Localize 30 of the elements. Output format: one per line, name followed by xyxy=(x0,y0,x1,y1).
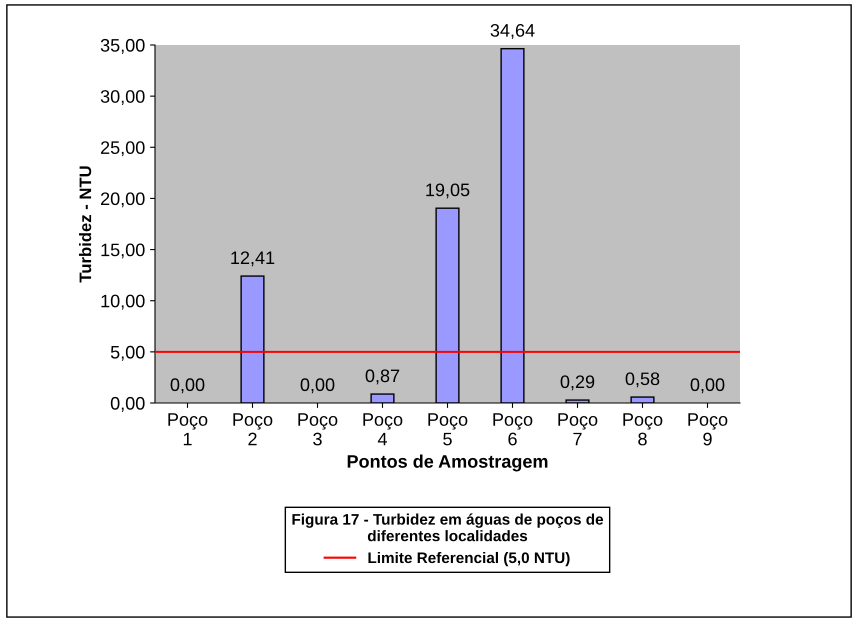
legend-label: Limite Referencial (5,0 NTU) xyxy=(368,552,570,566)
y-tick-label: 0,00 xyxy=(110,396,145,412)
y-tick-label: 15,00 xyxy=(101,244,145,258)
y-axis-title: Turbidez - NTU xyxy=(79,166,92,282)
x-tick-label: Poço 7 xyxy=(558,413,598,446)
data-label: 12,41 xyxy=(231,251,274,266)
x-tick-label: Poço 4 xyxy=(363,413,402,446)
data-label: 0,00 xyxy=(300,378,334,394)
data-label: 34,64 xyxy=(490,24,535,39)
x-tick-label: Poço 1 xyxy=(168,413,208,446)
data-label: 0,87 xyxy=(366,369,400,384)
y-tick-label: 10,00 xyxy=(101,294,145,310)
legend-title: Figura 17 - Turbidez em águas de poços de diferentes localidades xyxy=(292,513,604,542)
y-tick-label: 20,00 xyxy=(101,192,145,208)
data-label: 0,29 xyxy=(560,375,594,390)
y-tick-label: 35,00 xyxy=(100,38,145,54)
data-label: 0,58 xyxy=(626,372,660,388)
x-tick-label: Poço 9 xyxy=(688,413,728,446)
data-label: 0,00 xyxy=(690,378,724,394)
data-label: 19,05 xyxy=(426,183,470,198)
y-tick-label: 5,00 xyxy=(110,346,145,361)
x-tick-label: Poço 2 xyxy=(233,413,272,446)
x-axis-title: Pontos de Amostragem xyxy=(348,454,548,472)
y-tick-label: 30,00 xyxy=(100,90,145,105)
x-tick-label: Poço 3 xyxy=(298,413,338,446)
x-tick-label: Poço 5 xyxy=(428,413,468,446)
x-tick-label: Poço 8 xyxy=(623,413,662,446)
y-tick-label: 25,00 xyxy=(101,141,145,156)
x-tick-label: Poço 6 xyxy=(493,413,532,446)
data-label: 0,00 xyxy=(170,378,204,394)
